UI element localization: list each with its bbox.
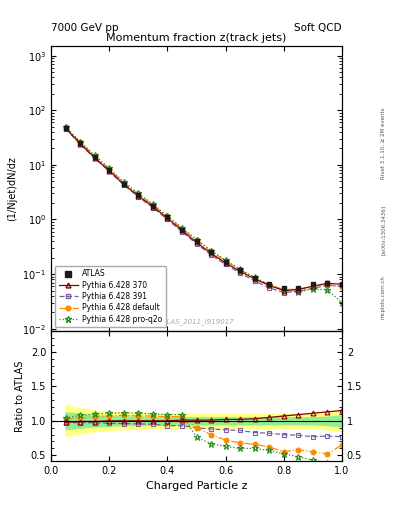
Text: ATLAS_2011_I919017: ATLAS_2011_I919017 bbox=[159, 319, 234, 326]
Text: Soft QCD: Soft QCD bbox=[294, 23, 342, 33]
Text: [arXiv:1306.3436]: [arXiv:1306.3436] bbox=[381, 205, 386, 255]
Title: Momentum fraction z(track jets): Momentum fraction z(track jets) bbox=[107, 33, 286, 42]
Text: Rivet 3.1.10, ≥ 2M events: Rivet 3.1.10, ≥ 2M events bbox=[381, 108, 386, 179]
Y-axis label: Ratio to ATLAS: Ratio to ATLAS bbox=[15, 360, 25, 432]
Text: 7000 GeV pp: 7000 GeV pp bbox=[51, 23, 119, 33]
Y-axis label: (1/Njet)dN/dz: (1/Njet)dN/dz bbox=[7, 156, 17, 221]
Text: mcplots.cern.ch: mcplots.cern.ch bbox=[381, 275, 386, 319]
Legend: ATLAS, Pythia 6.428 370, Pythia 6.428 391, Pythia 6.428 default, Pythia 6.428 pr: ATLAS, Pythia 6.428 370, Pythia 6.428 39… bbox=[55, 266, 166, 327]
X-axis label: Charged Particle z: Charged Particle z bbox=[146, 481, 247, 491]
